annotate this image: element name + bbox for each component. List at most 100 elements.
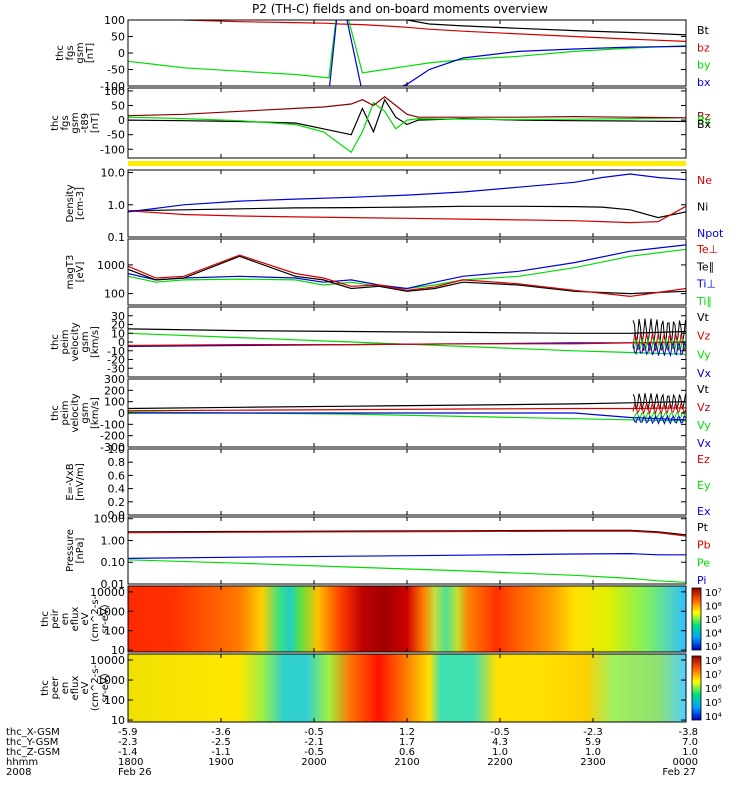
panel-density: 10.0 1.0 0.1 Density [cm-3] Ne Ni Npot (65, 167, 724, 244)
series-line-1 (128, 328, 686, 334)
series-line-3 (128, 559, 686, 583)
noise-burst-2 (633, 411, 686, 420)
series-line-2 (128, 407, 686, 412)
legend-entry: by (697, 59, 711, 72)
series-line-1 (128, 101, 686, 154)
xaxis-row-label: thc_Y-GSM (6, 737, 58, 748)
y-tick-label: 0 (118, 114, 125, 127)
xaxis-tick-value: 1.0 (585, 747, 601, 758)
colorbar-tick-label: 10⁵ (705, 698, 722, 709)
xaxis-tick-value: 0000 (673, 757, 698, 768)
colorbar-tick-label: 10⁴ (705, 629, 722, 640)
y-axis-label-line: magT3 (65, 255, 76, 290)
xaxis-tick-value: -2.5 (211, 737, 231, 748)
legend-entry: Ne (697, 174, 712, 187)
legend-entry: Vy (697, 419, 711, 432)
y-axis-label-line: peir (50, 608, 61, 628)
xaxis-tick-value: 0.6 (399, 747, 415, 758)
y-axis-label-line: [km/s] (90, 326, 101, 358)
xaxis-row-label: thc_Z-GSM (6, 747, 60, 758)
noise-burst-1 (632, 401, 686, 416)
panel-frame (127, 306, 687, 378)
panel-frame (127, 87, 687, 159)
series-group (128, 20, 686, 86)
y-tick-label: 100 (104, 625, 125, 638)
y-axis-label: thc fgs gsm [nT] (55, 42, 96, 63)
y-axis-label-line: peim (60, 329, 71, 354)
y-tick-label: 10 (111, 327, 125, 340)
y-tick-label: -300 (100, 441, 125, 454)
legend-entry: Pi (697, 574, 706, 587)
y-axis-label-line: [nT] (85, 43, 96, 63)
panel-frame (127, 516, 687, 585)
y-tick-label: 300 (104, 373, 125, 386)
legend-entry: Vz (697, 401, 711, 414)
y-axis-label-line: thc (50, 115, 61, 131)
xaxis-tick-value: 2300 (580, 757, 605, 768)
legend-entry: Te⊥ (696, 243, 718, 256)
xaxis-tick-value: 1.7 (399, 737, 415, 748)
y-tick-label: 0.01 (101, 578, 126, 591)
series-line-0 (128, 248, 686, 290)
y-axis-label-line: sr-eV) (100, 604, 111, 633)
series-line-0 (128, 205, 686, 219)
legend-entry: Bx (697, 118, 712, 131)
y-axis-label-line: (cm^2-s- (90, 664, 101, 711)
series-group (128, 244, 686, 298)
xaxis-tick-value: -0.5 (304, 727, 324, 738)
y-axis-label-line: en (60, 613, 71, 626)
legend-entry: Npot (697, 227, 724, 240)
legend-entry: Vx (697, 367, 712, 380)
y-tick-label: 1000 (97, 605, 125, 618)
y-axis-label-line: thc (40, 611, 51, 627)
xaxis-row-label: 2008 (6, 767, 31, 778)
y-axis-label-line: [nPa] (75, 537, 86, 563)
y-axis-label: thc peim velocity gsm [km/s] (50, 322, 101, 361)
xaxis-tick-value: 1.2 (399, 727, 415, 738)
panel-frame (127, 448, 687, 516)
y-tick-label: 0.8 (108, 456, 126, 469)
y-axis-label-line: eV (80, 612, 91, 625)
y-tick-label: 0 (118, 336, 125, 349)
y-tick-label: -100 (100, 80, 125, 93)
y-tick-label: -10 (107, 345, 125, 358)
y-tick-label: 100 (104, 396, 125, 409)
panel-efield: 1.00.80.60.40.20.0 E=-VxB [mV/m] Ez Ey Ex (65, 443, 711, 522)
xaxis-tick-value: Feb 26 (118, 767, 152, 778)
y-tick-label: 0 (118, 47, 125, 60)
panel-temp: 1000 100 magT3 [eV] Te⊥ Te∥ Ti⊥ Ti∥ (65, 238, 718, 308)
legend-entry: Ey (697, 479, 711, 492)
y-axis-label-line: (cm^2-s- (90, 595, 101, 642)
series-line-1 (128, 530, 686, 537)
series-line-2 (128, 96, 686, 119)
y-tick-label: 1000 (97, 259, 125, 272)
y-axis-label-line: E=-VxB (65, 463, 76, 500)
colorbar (691, 655, 702, 721)
series-line-1 (173, 20, 686, 42)
y-tick-label: 10.00 (94, 513, 126, 526)
y-tick-label: -50 (107, 64, 125, 77)
colorbar-tick-label: 10⁷ (705, 670, 722, 681)
legend-entry: Vx (697, 437, 712, 450)
xaxis-tick-value: 1800 (118, 757, 143, 768)
xaxis-tick-value: 1900 (208, 757, 233, 768)
y-axis-label: E=-VxB [mV/m] (65, 463, 86, 501)
y-axis-label-line: thc (55, 45, 66, 61)
legend-entry: Pe (697, 556, 710, 569)
y-tick-label: 100 (104, 85, 125, 98)
xaxis-tick-value: 1.0 (682, 747, 698, 758)
legend-entry: Ex (697, 505, 711, 518)
y-tick-label: 1.0 (108, 199, 126, 212)
y-tick-label: 100 (104, 694, 125, 707)
series-line-0 (128, 332, 686, 355)
y-axis-label-line: peim (60, 400, 71, 425)
xaxis-tick-value: -3.8 (678, 727, 698, 738)
legend-entry: Ti⊥ (696, 278, 716, 291)
xaxis-tick-value: -0.5 (490, 727, 510, 738)
xaxis-tick-value: 2000 (301, 757, 326, 768)
y-axis-label-line: Pressure (65, 529, 76, 572)
